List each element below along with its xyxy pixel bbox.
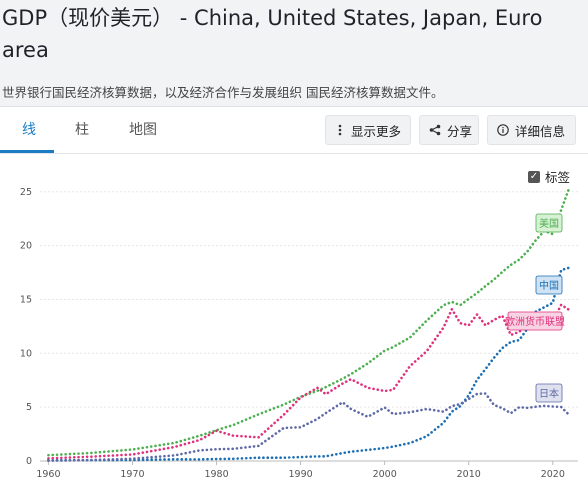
share-button[interactable]: 分享 [419,115,479,145]
series-label-box [535,383,563,403]
info-icon [497,123,509,137]
share-label: 分享 [447,123,473,139]
tab-bar[interactable]: 柱 [75,122,89,138]
details-button[interactable]: 详细信息 [487,115,576,145]
series-line [47,392,571,462]
x-tick-label: 2020 [541,469,565,480]
show-more-button[interactable]: 显示更多 [325,115,411,145]
gdp-line-chart: 0 5 10 15 20 25 1960 1970 1980 1990 2000 2010 2020 美国… [20,185,578,480]
active-tab-indicator [0,150,54,153]
y-tick-label: 10 [20,348,32,359]
series-label-box [535,213,563,233]
tab-map[interactable]: 地图 [129,122,157,138]
y-tick-label: 15 [20,294,32,305]
series-line [47,302,571,460]
series-line [47,266,571,462]
x-tick-label: 2000 [373,469,397,480]
y-tick-label: 0 [26,456,32,467]
series-label-box [507,311,563,331]
series-line [47,185,571,457]
series-label: 中国 [539,279,559,292]
checkbox-checked-icon[interactable]: ✓ [528,170,540,183]
series-label: 日本 [539,387,559,400]
x-tick-label: 1990 [289,469,313,480]
labels-toggle[interactable]: ✓ 标签 [528,167,570,186]
details-label: 详细信息 [515,123,566,139]
labels-toggle-label: 标签 [545,170,571,185]
show-more-label: 显示更多 [350,123,401,139]
source-note: 世界银行国民经济核算数据，以及经济合作与发展组织 国民经济核算数据文件。 [2,85,444,100]
tab-line[interactable]: 线 [22,122,36,138]
vertical-dots-icon [335,123,345,137]
x-tick-label: 1980 [204,469,228,480]
chart-panel: 线 柱 地图 显示更多 分享 详细信息 ✓ 标签 0 5 10 15 20 25 1960 1… [0,106,588,493]
tabs-divider [0,153,588,154]
series-label-box [535,275,563,295]
x-tick-label: 2010 [457,469,481,480]
y-tick-label: 5 [26,402,32,413]
y-tick-label: 20 [20,241,32,252]
series-label: 欧洲货币联盟 [505,315,565,328]
chart-tabs: 线 柱 地图 显示更多 分享 详细信息 [0,107,588,154]
page-title: GDP（现价美元） - China, United States, Japan,… [2,6,543,62]
series-label: 美国 [539,217,559,230]
share-icon [429,123,441,137]
y-tick-label: 25 [20,187,32,198]
x-tick-label: 1960 [36,469,60,480]
x-tick-label: 1970 [120,469,144,480]
